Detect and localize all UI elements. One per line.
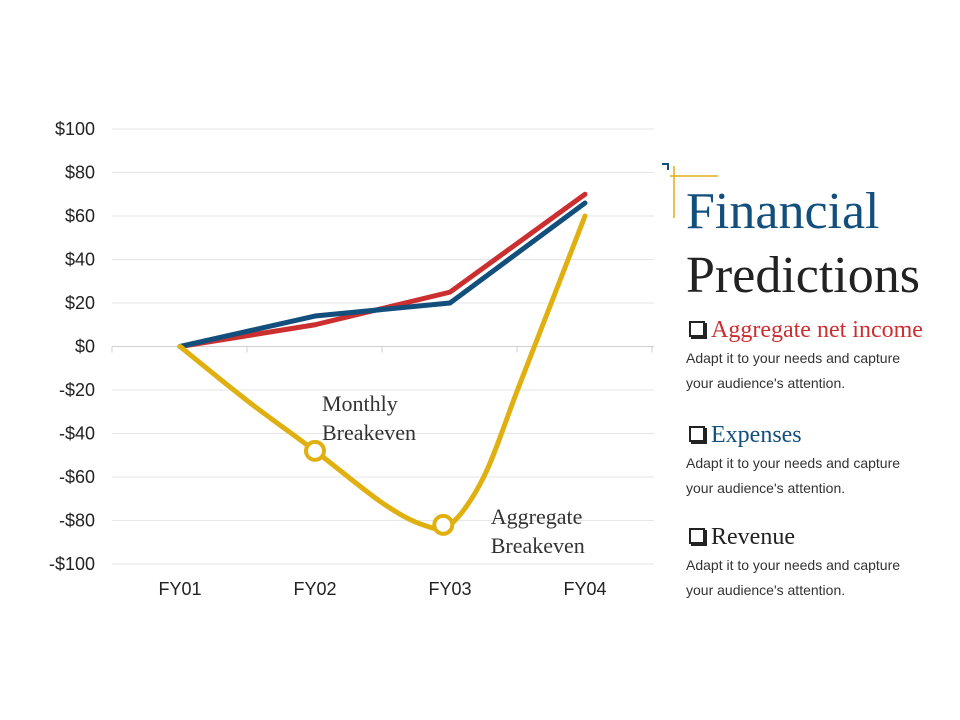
series-line-expenses [177, 213, 588, 532]
x-tick-label: FY04 [563, 579, 606, 599]
y-tick-label: $0 [75, 337, 95, 357]
breakeven-marker [432, 513, 455, 536]
legend-head: Aggregate net income [686, 316, 960, 344]
corner-bracket-decoration [662, 163, 718, 218]
x-axis-ticks: FY01 FY02 FY03 FY04 [158, 579, 606, 599]
annotation-label: Aggregate Breakeven [491, 504, 585, 558]
slide-title: Financial Predictions [686, 180, 960, 308]
y-tick-label: $80 [65, 163, 95, 183]
y-tick-label: $40 [65, 250, 95, 270]
y-tick-label: $100 [55, 119, 95, 139]
legend-description: Adapt it to your needs and capture your … [686, 557, 901, 598]
y-tick-label: $60 [65, 206, 95, 226]
legend-head: Revenue [686, 523, 960, 551]
y-tick-label: $20 [65, 293, 95, 313]
breakeven-marker [304, 439, 326, 462]
x-tick-label: FY02 [293, 579, 336, 599]
legend-label: Aggregate net income [711, 317, 923, 343]
series-markers [304, 439, 455, 536]
series-line-revenue [177, 200, 588, 349]
annotation-line: Aggregate [491, 504, 583, 529]
legend-item-revenue: Revenue Adapt it to your needs and captu… [686, 523, 960, 603]
y-tick-label: -$100 [49, 554, 95, 574]
y-tick-label: -$80 [59, 511, 95, 531]
legend-description: Adapt it to your needs and capture your … [686, 350, 901, 391]
series-line-net_income [177, 191, 588, 349]
annotations: Monthly Breakeven Aggregate Breakeven [322, 391, 585, 558]
y-tick-label: -$40 [59, 424, 95, 444]
series-lines [177, 191, 588, 532]
title-line-1: Financial [686, 183, 880, 240]
x-tick-label: FY03 [428, 579, 471, 599]
legend-head: Expenses [686, 421, 960, 449]
x-tick-label: FY01 [158, 579, 201, 599]
y-tick-label: -$20 [59, 380, 95, 400]
legend-item-net-income: Aggregate net income Adapt it to your ne… [686, 316, 960, 396]
checkbox-icon [689, 321, 705, 337]
annotation-line: Breakeven [491, 533, 585, 558]
legend-label: Revenue [711, 524, 795, 550]
title-line-2: Predictions [686, 247, 920, 304]
checkbox-icon [689, 426, 705, 442]
y-tick-label: -$60 [59, 467, 95, 487]
y-axis-ticks: $100 $80 $60 $40 $20 $0 -$20 -$40 -$60 -$80 -$100 [49, 119, 95, 574]
annotation-label: Monthly Breakeven [322, 391, 416, 445]
annotation-line: Monthly [322, 391, 398, 416]
legend-label: Expenses [711, 422, 802, 448]
legend-description: Adapt it to your needs and capture your … [686, 455, 901, 496]
legend-item-expenses: Expenses Adapt it to your needs and capt… [686, 421, 960, 501]
grid-layer [111, 128, 654, 565]
financial-line-chart: $100$80$60$40$20$0-$20-$40-$60-$80-$100 … [49, 119, 654, 599]
checkbox-icon [689, 528, 705, 544]
annotation-line: Breakeven [322, 420, 416, 445]
